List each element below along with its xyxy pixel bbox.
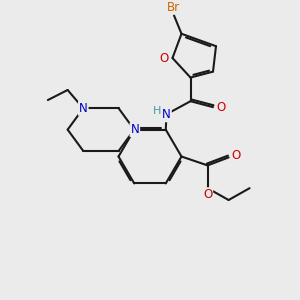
Text: H: H: [153, 106, 161, 116]
Text: O: O: [232, 149, 241, 162]
Text: O: O: [217, 100, 226, 114]
Text: N: N: [79, 102, 88, 115]
Text: O: O: [203, 188, 212, 201]
Text: N: N: [130, 123, 139, 136]
Text: N: N: [162, 108, 171, 121]
Text: O: O: [160, 52, 169, 64]
Text: Br: Br: [167, 1, 180, 13]
